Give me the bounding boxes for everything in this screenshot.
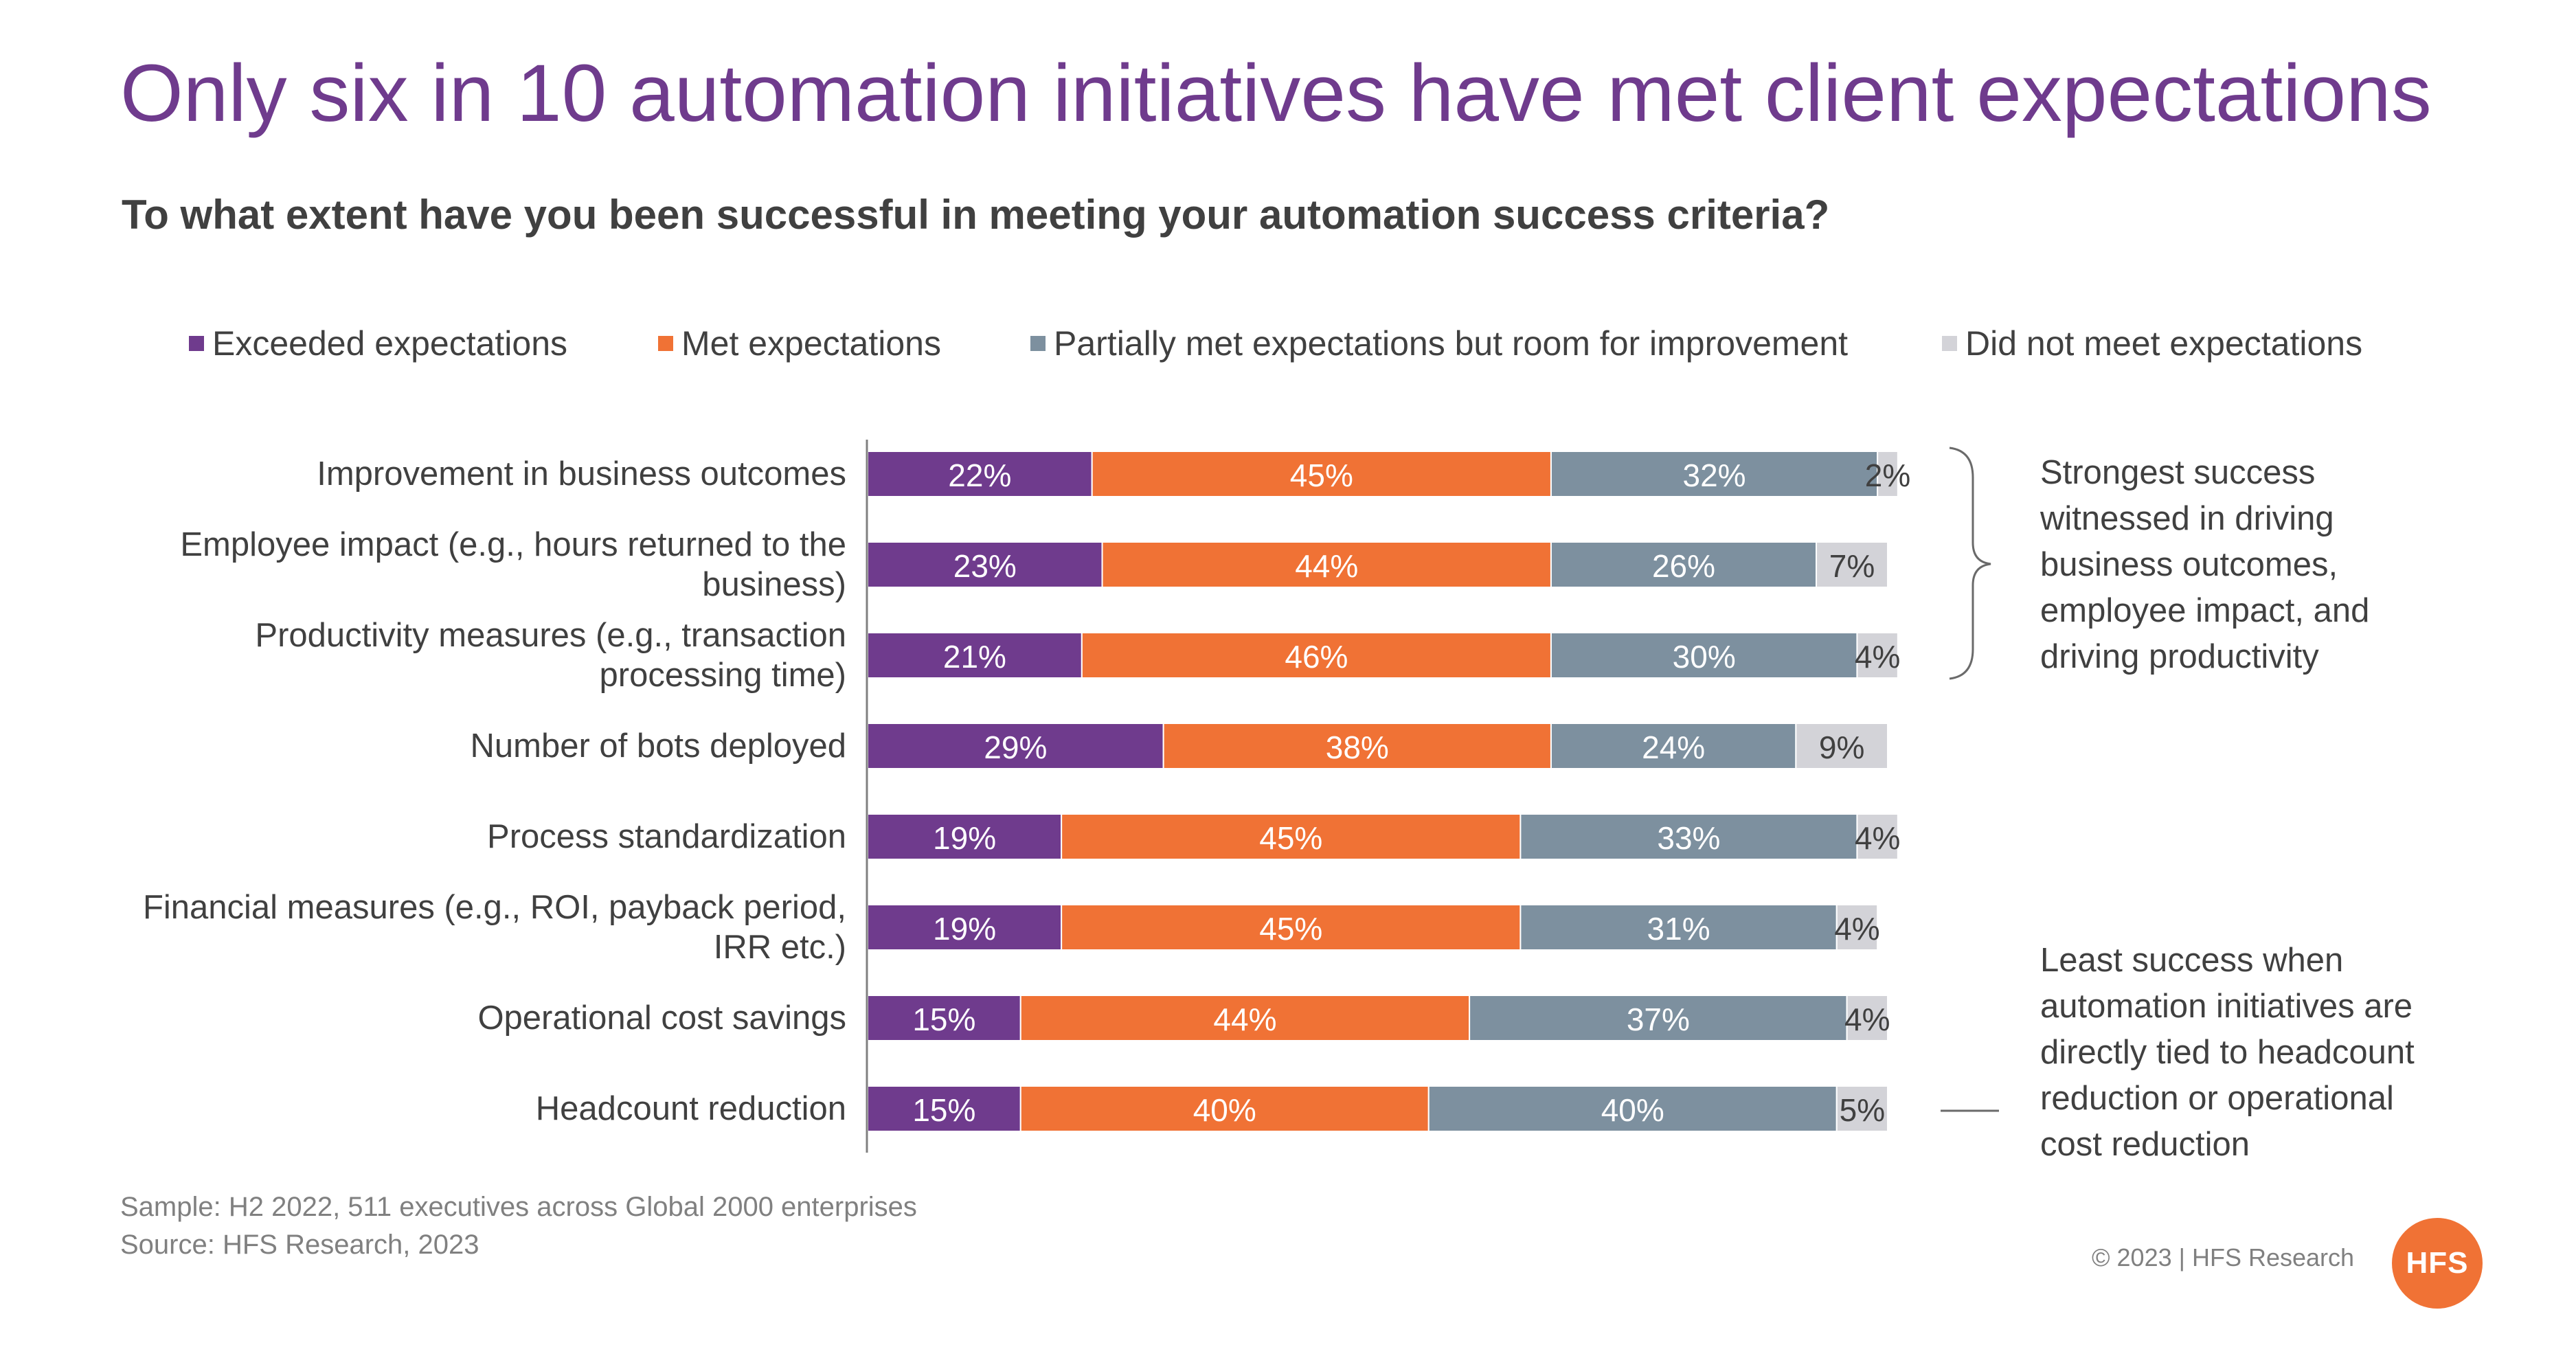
bar-segment-partial — [1550, 632, 1858, 679]
bar-segment-met — [1101, 541, 1552, 588]
bar-segment-partial — [1519, 904, 1838, 951]
data-label-not-met: 7% — [1829, 548, 1875, 584]
legend: Exceeded expectations Met expectations P… — [0, 323, 2576, 364]
bar-segment-met — [1162, 723, 1552, 769]
bar-segment-exceeded — [867, 541, 1103, 588]
bar-segment-not-met — [1856, 813, 1899, 860]
hfs-logo: HFS — [2392, 1218, 2483, 1309]
category-label: Number of bots deployed — [471, 727, 847, 765]
category-label: Process standardization — [487, 818, 846, 855]
bar-segment-exceeded — [867, 1085, 1021, 1132]
bar-segment-not-met — [1856, 632, 1899, 679]
annotation-least-success: Least success when automation initiative… — [2040, 942, 2415, 1163]
data-label-not-met: 5% — [1840, 1092, 1885, 1128]
data-label-not-met: 4% — [1834, 911, 1879, 947]
data-label-not-met: 4% — [1844, 1002, 1890, 1037]
legend-item-not-met: Did not meet expectations — [1942, 323, 2362, 364]
bar-segment-partial — [1519, 813, 1858, 860]
bar-segment-met — [1019, 1085, 1430, 1132]
data-label-partial: 31% — [1647, 911, 1710, 947]
data-label-exceeded: 19% — [933, 911, 996, 947]
data-label-not-met: 4% — [1855, 639, 1900, 675]
chart-bars: Improvement in business outcomes 22% 45% 32… — [143, 451, 1910, 1132]
data-label-not-met: 4% — [1855, 820, 1900, 856]
bar-segment-partial — [1469, 995, 1848, 1041]
bar-segment-not-met — [1877, 451, 1899, 497]
data-label-partial: 40% — [1601, 1092, 1664, 1128]
bar-segment-exceeded — [867, 813, 1063, 860]
bar-segment-met — [1061, 813, 1522, 860]
legend-label-exceeded: Exceeded expectations — [212, 324, 568, 363]
category-label: Employee impact (e.g., hours returned to… — [180, 526, 846, 603]
data-label-met: 38% — [1326, 730, 1389, 765]
sample-note: Sample: H2 2022, 511 executives across G… — [120, 1192, 917, 1222]
data-label-not-met: 2% — [1865, 457, 1910, 493]
annotation-strongest-success: Strongest success witnessed in driving b… — [2040, 454, 2370, 675]
data-label-partial: 24% — [1642, 730, 1705, 765]
legend-swatch-exceeded — [189, 336, 204, 351]
bar-segment-met — [1081, 632, 1552, 679]
data-label-exceeded: 15% — [912, 1092, 975, 1128]
bracket-top — [1949, 447, 1991, 680]
legend-label-met: Met expectations — [681, 324, 941, 363]
legend-item-partial: Partially met expectations but room for … — [1030, 323, 1848, 364]
bar-segment-not-met — [1846, 995, 1889, 1041]
bar-segment-exceeded — [867, 904, 1063, 951]
bar-segment-not-met — [1816, 541, 1889, 588]
data-label-exceeded: 21% — [943, 639, 1006, 675]
bar-segment-partial — [1550, 541, 1818, 588]
bar-segment-met — [1061, 904, 1522, 951]
chart-subtitle: To what extent have you been successful … — [122, 192, 1830, 238]
data-label-met: 45% — [1290, 457, 1353, 493]
data-label-met: 46% — [1285, 639, 1348, 675]
data-label-exceeded: 29% — [984, 730, 1047, 765]
data-label-exceeded: 15% — [912, 1002, 975, 1037]
legend-swatch-not-met — [1942, 336, 1957, 351]
chart-title: Only six in 10 automation initiatives ha… — [120, 48, 2432, 139]
bar-segment-partial — [1550, 723, 1797, 769]
bar-segment-not-met — [1835, 1085, 1888, 1132]
legend-item-met: Met expectations — [658, 323, 941, 364]
data-label-met: 45% — [1259, 911, 1322, 947]
bar-segment-not-met — [1795, 723, 1889, 769]
legend-label-not-met: Did not meet expectations — [1965, 324, 2363, 363]
data-label-met: 44% — [1213, 1002, 1276, 1037]
data-label-partial: 37% — [1627, 1002, 1690, 1037]
bar-segment-exceeded — [867, 451, 1093, 497]
data-label-met: 40% — [1193, 1092, 1256, 1128]
source-note: Source: HFS Research, 2023 — [120, 1230, 479, 1260]
data-label-partial: 30% — [1673, 639, 1736, 675]
data-label-not-met: 9% — [1819, 730, 1864, 765]
data-label-exceeded: 22% — [948, 457, 1011, 493]
category-label: Improvement in business outcomes — [317, 455, 846, 493]
data-label-met: 45% — [1259, 820, 1322, 856]
data-label-met: 44% — [1295, 548, 1358, 584]
category-label: Headcount reduction — [536, 1090, 846, 1127]
category-label: Financial measures (e.g., ROI, payback p… — [143, 889, 846, 966]
legend-swatch-partial — [1030, 336, 1046, 351]
legend-label-partial: Partially met expectations but room for … — [1054, 324, 1849, 363]
data-label-partial: 33% — [1657, 820, 1720, 856]
bar-segment-not-met — [1835, 904, 1879, 951]
bar-segment-met — [1019, 995, 1471, 1041]
data-label-partial: 26% — [1652, 548, 1715, 584]
bar-segment-met — [1091, 451, 1552, 497]
data-label-exceeded: 23% — [953, 548, 1017, 584]
copyright: © 2023 | HFS Research — [2092, 1243, 2355, 1271]
legend-swatch-met — [658, 336, 673, 351]
legend-item-exceeded: Exceeded expectations — [189, 323, 567, 364]
bar-segment-exceeded — [867, 632, 1083, 679]
category-label: Productivity measures (e.g., transaction… — [255, 617, 846, 694]
bar-segment-partial — [1427, 1085, 1838, 1132]
category-label: Operational cost savings — [477, 999, 846, 1037]
data-label-partial: 32% — [1683, 457, 1746, 493]
data-label-exceeded: 19% — [933, 820, 996, 856]
